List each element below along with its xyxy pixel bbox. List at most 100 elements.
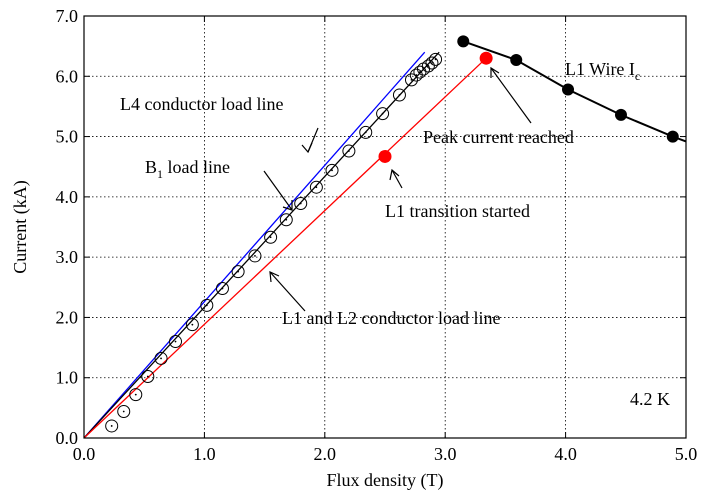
- measured-point: [325, 163, 339, 177]
- arrow-b1-head: [282, 200, 293, 211]
- measured-point: [154, 351, 168, 365]
- measured-point-dot: [146, 375, 149, 378]
- measured-point-dot: [419, 71, 421, 73]
- measured-point: [421, 59, 435, 73]
- measured-point: [141, 370, 155, 384]
- measured-point: [248, 249, 262, 263]
- ticks: 0.0 1.0 2.0 3.0 4.0 5.0 0.0 1.0 2.0 3.0 4.0 5.0 6.0 7…: [56, 6, 698, 464]
- measured-point-dot: [434, 58, 437, 61]
- measured-point: [376, 107, 390, 121]
- annotation-wire: L1 Wire Ic: [565, 59, 640, 83]
- measured-point: [279, 213, 293, 227]
- annotation-wire-sub: c: [635, 69, 640, 83]
- measured-point: [359, 125, 373, 139]
- measured-point: [215, 281, 229, 295]
- wire-ic-point: [510, 54, 523, 67]
- measured-point: [425, 56, 439, 70]
- x-tick-label: 1.0: [193, 444, 216, 464]
- measured-point: [429, 52, 443, 66]
- arrow-l1l2: [269, 271, 306, 312]
- wire-ic-point: [457, 35, 470, 48]
- series-line-b1-load-line: [84, 51, 440, 438]
- arrow-peak-head: [490, 66, 500, 78]
- y-axis-label: Current (kA): [10, 180, 31, 273]
- measured-point-dot: [221, 287, 224, 290]
- event-point: [378, 149, 392, 163]
- annotation-temp: 4.2 K: [630, 389, 670, 409]
- y-tick-label: 2.0: [56, 307, 79, 327]
- annotation-b1-rest: load line: [163, 157, 230, 177]
- measured-point: [129, 388, 143, 402]
- measured-point-dot: [285, 218, 288, 221]
- y-tick-label: 1.0: [56, 368, 79, 388]
- annotation-l1l2: L1 and L2 conductor load line: [282, 308, 500, 328]
- x-tick-label: 0.0: [73, 444, 96, 464]
- y-tick-label: 0.0: [56, 428, 79, 448]
- measured-point: [404, 73, 418, 87]
- measured-point: [342, 144, 356, 158]
- measured-point-dot: [299, 202, 302, 205]
- annotation-b1: B1 load line: [145, 157, 230, 181]
- measured-point: [117, 404, 131, 418]
- arrow-b1: [263, 170, 293, 211]
- measured-point-dot: [174, 340, 177, 343]
- annotation-l4: L4 conductor load line: [120, 94, 283, 114]
- arrow-peak: [490, 67, 532, 124]
- series-layer: [84, 35, 686, 438]
- measured-point-dot: [191, 323, 194, 326]
- measured-point: [231, 265, 245, 279]
- arrow-l4-head: [301, 142, 313, 154]
- measured-point-dot: [415, 74, 418, 76]
- x-tick-label: 4.0: [554, 444, 577, 464]
- measured-point: [169, 335, 183, 349]
- event-point: [479, 51, 493, 65]
- x-tick-label: 5.0: [675, 444, 698, 464]
- arrow-l1l2-head: [269, 271, 280, 283]
- measured-point-dot: [347, 150, 350, 152]
- measured-point-dot: [398, 94, 401, 96]
- series-line-l4-conductor-load-line: [84, 51, 426, 438]
- y-tick-label: 5.0: [56, 127, 79, 147]
- arrow-transition: [391, 169, 403, 189]
- annotation-l1-transition: L1 transition started: [385, 201, 530, 221]
- y-tick-label: 4.0: [56, 187, 79, 207]
- annotation-wire-main: L1 Wire I: [565, 59, 635, 79]
- measured-point-dot: [237, 270, 240, 273]
- measured-point-dot: [110, 425, 113, 427]
- y-tick-label: 6.0: [56, 66, 79, 86]
- plot-frame: [83, 15, 687, 439]
- measured-point-dot: [269, 236, 272, 239]
- arrow-transition-head: [389, 168, 400, 181]
- annotation-b1-main: B: [145, 157, 157, 177]
- series-line-l1-and-l2-conductor-load-line: [84, 57, 487, 438]
- measured-point: [309, 180, 323, 194]
- measured-point-dot: [381, 112, 384, 115]
- annotation-peak: Peak current reached: [423, 127, 574, 147]
- measured-point-dot: [254, 255, 256, 257]
- measured-point-dot: [134, 393, 137, 396]
- measured-point-dot: [364, 131, 367, 134]
- measured-point-dot: [160, 357, 162, 360]
- measured-point-dot: [205, 304, 208, 307]
- wire-ic-point: [562, 83, 575, 96]
- measured-point-dot: [315, 186, 318, 189]
- x-axis-label: Flux density (T): [327, 470, 444, 491]
- y-tick-label: 7.0: [56, 6, 79, 26]
- y-tick-label: 3.0: [56, 247, 79, 267]
- annotation-arrows: [263, 66, 532, 312]
- grid: [84, 16, 686, 438]
- annotation-b1-sub: 1: [157, 167, 163, 181]
- annotations: L4 conductor load line B1 load line L1 t…: [120, 59, 670, 409]
- x-tick-label: 3.0: [434, 444, 457, 464]
- measured-point: [264, 230, 278, 244]
- measured-point: [105, 419, 119, 433]
- wire-ic-point: [666, 130, 679, 143]
- measured-point: [185, 318, 199, 332]
- x-tick-label: 2.0: [314, 444, 337, 464]
- measured-point-dot: [331, 169, 333, 172]
- measured-point: [200, 298, 214, 312]
- measured-point: [294, 196, 308, 210]
- measured-point-dot: [427, 65, 430, 67]
- wire-ic-point: [614, 108, 627, 121]
